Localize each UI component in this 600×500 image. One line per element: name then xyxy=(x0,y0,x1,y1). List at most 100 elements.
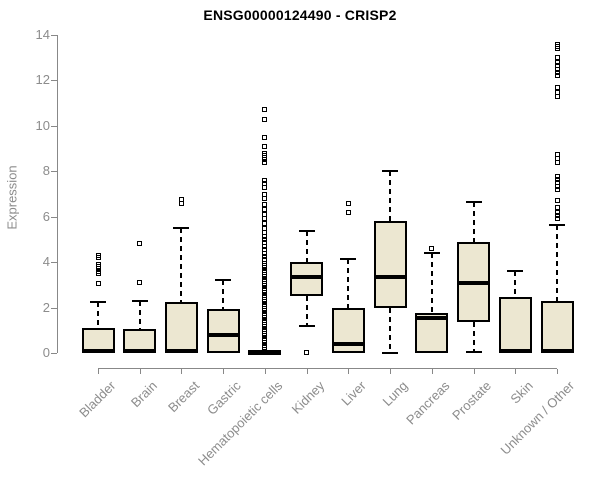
outlier-hematopoietic-cells xyxy=(262,116,268,122)
x-axis-line xyxy=(98,368,557,369)
outlier-hematopoietic-cells xyxy=(262,236,268,242)
outlier-unknown-other xyxy=(554,63,560,69)
x-tick-label-kidney: Kidney xyxy=(288,378,328,417)
outlier-hematopoietic-cells xyxy=(262,221,268,227)
x-tick-label-prostate: Prostate xyxy=(449,378,495,423)
upper-whisker-skin xyxy=(514,271,517,298)
box-lung xyxy=(373,221,407,308)
upper-whisker-unknown-other xyxy=(556,224,558,301)
box-breast xyxy=(164,301,198,353)
box-pancreas xyxy=(415,313,449,353)
x-tick-label-bladder: Bladder xyxy=(76,378,119,421)
median-kidney xyxy=(290,274,324,279)
outlier-liver xyxy=(345,209,351,215)
outlier-unknown-other xyxy=(554,213,560,219)
outlier-unknown-other xyxy=(554,198,560,204)
upper-whisker-bladder xyxy=(97,301,99,328)
outlier-hematopoietic-cells xyxy=(262,243,268,249)
y-axis-tick xyxy=(51,216,57,218)
box-gastric xyxy=(206,308,240,353)
upper-whisker-cap-prostate xyxy=(465,200,482,203)
y-axis-tick xyxy=(51,171,57,173)
x-axis-tick xyxy=(473,369,475,374)
y-axis-tick xyxy=(51,35,57,36)
x-tick-label-unknown-other: Unknown / Other xyxy=(498,378,578,458)
x-axis-tick xyxy=(98,369,99,374)
outlier-hematopoietic-cells xyxy=(262,211,268,217)
upper-whisker-lung xyxy=(389,171,392,222)
median-bladder xyxy=(81,349,115,354)
outlier-unknown-other xyxy=(554,151,560,157)
upper-whisker-kidney xyxy=(305,231,308,263)
outlier-hematopoietic-cells xyxy=(262,143,268,149)
upper-whisker-breast xyxy=(180,228,183,302)
outlier-hematopoietic-cells xyxy=(262,207,268,213)
outlier-bladder xyxy=(95,261,101,267)
median-prostate xyxy=(457,280,491,285)
lower-whisker-cap-prostate xyxy=(465,350,482,353)
outlier-pancreas xyxy=(429,246,435,251)
outlier-hematopoietic-cells xyxy=(262,247,268,253)
outlier-hematopoietic-cells xyxy=(262,191,268,197)
y-tick-label: 0 xyxy=(42,345,50,360)
x-axis-tick xyxy=(139,369,141,374)
median-skin xyxy=(498,349,532,354)
lower-whisker-lung xyxy=(389,307,392,353)
outlier-hematopoietic-cells xyxy=(262,225,268,231)
x-tick-label-skin: Skin xyxy=(507,378,536,407)
median-pancreas xyxy=(415,315,449,320)
y-axis-tick xyxy=(51,353,57,354)
median-gastric xyxy=(206,332,240,337)
outlier-hematopoietic-cells xyxy=(262,184,268,190)
outlier-bladder xyxy=(95,252,101,258)
y-tick-label: 4 xyxy=(42,254,50,270)
outlier-hematopoietic-cells xyxy=(262,201,268,207)
outlier-unknown-other xyxy=(554,156,560,162)
y-axis-tick xyxy=(51,125,57,127)
y-tick-label: 12 xyxy=(35,72,50,88)
upper-whisker-liver xyxy=(347,258,350,308)
upper-whisker-cap-lung xyxy=(382,170,399,173)
x-tick-label-breast: Breast xyxy=(164,378,203,416)
x-tick-label-liver: Liver xyxy=(338,378,369,409)
outlier-hematopoietic-cells xyxy=(262,240,268,246)
median-unknown-other xyxy=(540,349,574,354)
outlier-breast xyxy=(178,197,184,203)
box-liver xyxy=(331,307,365,353)
x-axis-tick xyxy=(348,369,350,374)
outlier-unknown-other xyxy=(554,55,560,61)
y-tick-label: 2 xyxy=(42,299,50,315)
lower-whisker-prostate xyxy=(472,322,475,352)
median-brain xyxy=(123,349,157,354)
outlier-hematopoietic-cells xyxy=(262,230,268,236)
median-lung xyxy=(373,274,407,279)
outlier-unknown-other xyxy=(554,216,560,222)
upper-whisker-brain xyxy=(138,300,141,330)
box-kidney xyxy=(290,262,324,297)
x-axis-tick xyxy=(264,369,266,374)
outlier-hematopoietic-cells xyxy=(262,253,268,259)
outlier-brain xyxy=(137,241,143,247)
upper-whisker-cap-pancreas xyxy=(423,252,440,255)
outlier-hematopoietic-cells xyxy=(262,216,268,222)
outlier-bladder xyxy=(95,281,101,287)
outlier-unknown-other xyxy=(554,41,560,47)
upper-whisker-cap-bladder xyxy=(90,300,106,303)
upper-whisker-cap-skin xyxy=(507,270,524,273)
y-axis-tick xyxy=(51,307,57,309)
x-axis-tick xyxy=(431,369,433,374)
x-axis-tick xyxy=(223,369,225,374)
y-tick-label: 8 xyxy=(42,163,50,179)
box-unknown-other xyxy=(540,300,574,353)
lower-whisker-cap-kidney xyxy=(298,324,315,327)
upper-whisker-gastric xyxy=(222,280,225,309)
upper-whisker-cap-unknown-other xyxy=(549,223,565,226)
outlier-liver xyxy=(345,200,351,206)
lower-whisker-cap-lung xyxy=(382,352,399,354)
lower-whisker-kidney xyxy=(305,296,308,326)
outlier-hematopoietic-cells xyxy=(262,134,268,140)
upper-whisker-pancreas xyxy=(430,253,433,314)
box-skin xyxy=(498,297,532,353)
median-hematopoietic-cells xyxy=(248,350,282,355)
